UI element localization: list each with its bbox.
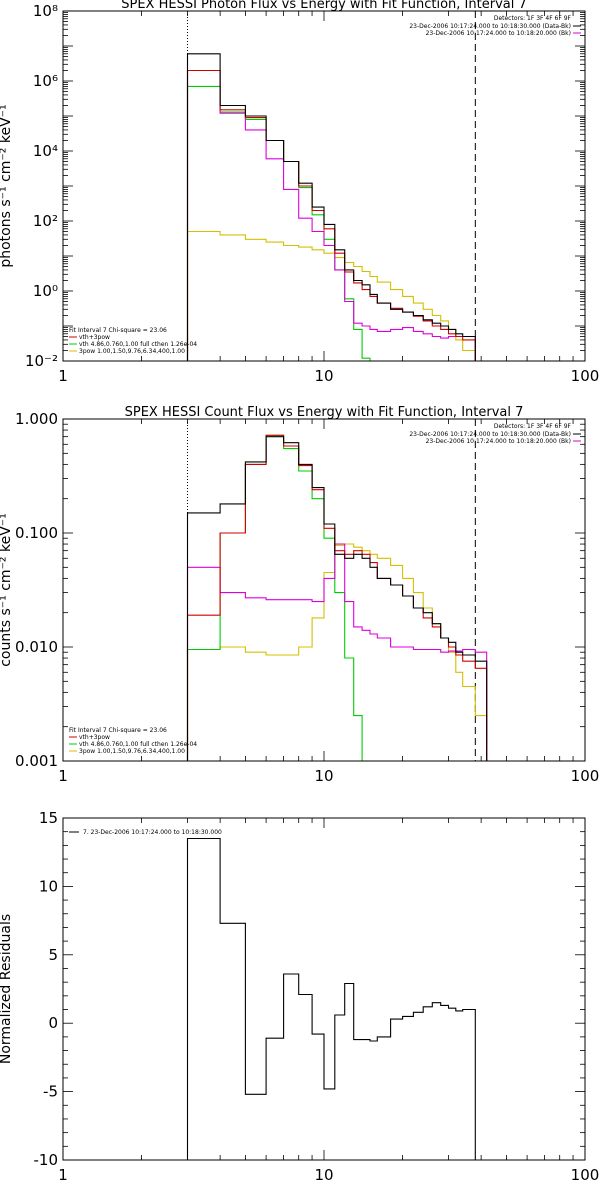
y-tick-label: 10⁻² <box>25 352 58 370</box>
x-tick-label: 10 <box>314 367 333 385</box>
x-tick-label: 1 <box>58 767 68 785</box>
legend-entry: 23-Dec-2006 10:17:24.000 to 10:18:20.000… <box>426 30 571 37</box>
y-tick-label: 10⁰ <box>33 282 58 300</box>
y-tick-label: 0.100 <box>15 524 58 542</box>
legend-entry: 23-Dec-2006 10:17:24.000 to 10:18:30.000… <box>409 23 571 30</box>
y-tick-label: -5 <box>43 1083 58 1101</box>
fit-legend-entry: 3pow 1.00,1.50,9.76,6.34,400,1.00 <box>79 748 185 755</box>
x-tick-label: 100 <box>571 1166 600 1184</box>
y-tick-label: 10² <box>33 212 58 230</box>
fit-legend-entry: Fit Interval 7 Chi-square = 23.06 <box>69 727 167 734</box>
y-tick-label: 10⁸ <box>33 2 58 20</box>
chart-panel-1: SPEX HESSI Photon Flux vs Energy with Fi… <box>0 0 599 385</box>
plot-frame <box>62 817 586 1161</box>
series-data-bk <box>186 53 476 361</box>
x-tick-label: 10 <box>314 1166 333 1184</box>
y-tick-label: 10⁶ <box>33 72 58 90</box>
y-tick-label: 5 <box>48 946 58 964</box>
series-3pow <box>186 230 476 361</box>
chart-panel-2: SPEX HESSI Count Flux vs Energy with Fit… <box>0 405 599 785</box>
legend-header: Detectors: 1F 3F 4F 6F 9F <box>494 15 572 22</box>
y-axis-label: counts s⁻¹ cm⁻² keV⁻¹ <box>0 513 14 667</box>
plot-frame <box>62 10 586 362</box>
y-tick-label: 0.010 <box>15 638 58 656</box>
y-tick-label: 0.001 <box>15 752 58 770</box>
chart-title: SPEX HESSI Photon Flux vs Energy with Fi… <box>121 0 527 12</box>
series-vth <box>186 434 370 761</box>
legend-entry: 23-Dec-2006 10:17:24.000 to 10:18:30.000… <box>409 431 571 438</box>
fit-legend-entry: Fit Interval 7 Chi-square = 23.06 <box>69 327 167 334</box>
x-tick-label: 100 <box>571 767 600 785</box>
x-tick-label: 100 <box>571 367 600 385</box>
chart-title: SPEX HESSI Count Flux vs Energy with Fit… <box>125 405 524 420</box>
series-bk <box>186 543 488 761</box>
fit-legend-entry: vth 4.86,0.760,1.00 full cthen 1.26e-04 <box>79 341 197 348</box>
y-axis-label: Normalized Residuals <box>0 914 14 1064</box>
fit-legend-entry: vth 4.86,0.760,1.00 full cthen 1.26e-04 <box>79 741 197 748</box>
legend-header: Detectors: 1F 3F 4F 6F 9F <box>494 423 572 430</box>
fit-legend-entry: 3pow 1.00,1.50,9.76,6.34,400,1.00 <box>79 348 185 355</box>
x-tick-label: 1 <box>58 367 68 385</box>
x-tick-label: 10 <box>314 767 333 785</box>
series-vth-3pow <box>186 434 488 761</box>
fit-legend-entry: vth+3pow <box>79 734 110 741</box>
y-tick-label: -10 <box>34 1151 59 1169</box>
legend-entry: 23-Dec-2006 10:17:24.000 to 10:18:20.000… <box>426 438 571 445</box>
series-residuals <box>186 837 476 1160</box>
y-tick-label: 10 <box>39 877 58 895</box>
chart-panel-3: Normalized Residuals 1 10 100 -10 -5 0 5 10 15 7. … <box>0 809 599 1184</box>
y-tick-label: 0 <box>48 1014 58 1032</box>
series-data-bk <box>186 436 488 761</box>
x-tick-label: 1 <box>58 1166 68 1184</box>
series-vth-3pow <box>186 69 476 361</box>
fit-legend-entry: vth+3pow <box>79 334 110 341</box>
series-bk <box>186 69 476 361</box>
series-vth <box>186 85 378 361</box>
y-tick-label: 15 <box>39 809 58 827</box>
y-axis-label: photons s⁻¹ cm⁻² keV⁻¹ <box>0 104 14 267</box>
legend-entry: 7. 23-Dec-2006 10:17:24.000 to 10:18:30.… <box>83 829 222 836</box>
y-tick-label: 10⁴ <box>33 142 58 160</box>
y-tick-label: 1.000 <box>15 410 58 428</box>
